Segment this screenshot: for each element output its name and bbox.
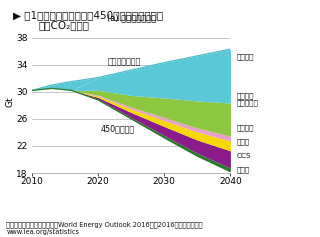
Text: 450シナリオ: 450シナリオ <box>101 124 135 133</box>
Y-axis label: Gt: Gt <box>6 97 15 107</box>
Text: 原子力: 原子力 <box>236 138 250 145</box>
Text: (a) テクノロジー別: (a) テクノロジー別 <box>107 13 156 22</box>
Text: ▶ 図1　新政策シナリオと450シナリオにおける: ▶ 図1 新政策シナリオと450シナリオにおける <box>13 11 163 21</box>
Text: 世界CO₂排出量: 世界CO₂排出量 <box>38 20 89 30</box>
Text: CCS: CCS <box>236 153 251 159</box>
Text: 新政策シナリオ: 新政策シナリオ <box>108 57 141 66</box>
Text: 出典：国際エネルギー機関「World Energy Outlook 2016」（2016年）を一部加工
www.iea.org/statistics: 出典：国際エネルギー機関「World Energy Outlook 2016」（… <box>6 221 203 235</box>
Text: 再生可能
エネルギー: 再生可能 エネルギー <box>236 92 258 106</box>
Text: 燃料転換: 燃料転換 <box>236 124 254 131</box>
Text: その他: その他 <box>236 167 250 173</box>
Text: 効率改善: 効率改善 <box>236 53 254 60</box>
